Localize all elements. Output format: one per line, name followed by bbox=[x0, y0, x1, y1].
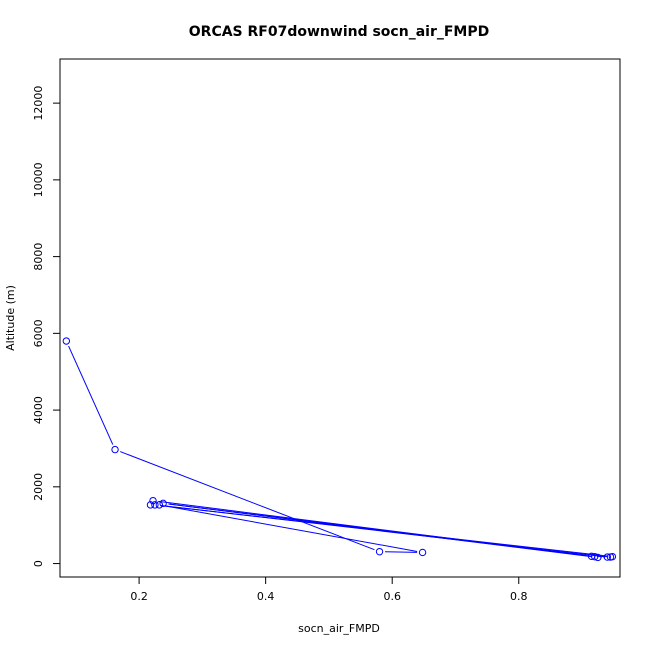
data-point bbox=[418, 548, 427, 557]
y-tick-label: 10000 bbox=[32, 162, 45, 197]
chart-title: ORCAS RF07downwind socn_air_FMPD bbox=[189, 24, 489, 40]
data-point bbox=[594, 553, 602, 562]
x-tick-label: 0.4 bbox=[257, 590, 275, 603]
data-point bbox=[603, 553, 612, 561]
data-point bbox=[606, 553, 615, 561]
y-tick-label: 6000 bbox=[32, 319, 45, 347]
data-point bbox=[590, 552, 599, 561]
series-line-segment bbox=[164, 505, 418, 552]
y-axis-label: Altitude (m) bbox=[4, 285, 17, 351]
series-line-segment bbox=[385, 551, 418, 553]
y-axis: 0 2000 4000 6000 8000 10000 12000 bbox=[32, 86, 61, 567]
data-point bbox=[149, 496, 157, 505]
data-point bbox=[146, 501, 155, 509]
y-tick-label: 2000 bbox=[32, 473, 45, 501]
y-tick-label: 8000 bbox=[32, 243, 45, 271]
plot-frame bbox=[59, 58, 621, 578]
series-line-segment bbox=[120, 451, 375, 551]
data-point bbox=[111, 445, 119, 454]
x-tick-label: 0.8 bbox=[510, 590, 528, 603]
series-layer bbox=[62, 337, 617, 562]
series-line-segment bbox=[168, 503, 593, 558]
y-tick-label: 0 bbox=[32, 560, 45, 567]
data-point bbox=[151, 501, 159, 509]
data-point bbox=[375, 547, 384, 556]
series-line-segment bbox=[68, 345, 114, 445]
x-axis: 0.2 0.4 0.6 0.8 bbox=[130, 576, 528, 603]
data-point bbox=[159, 499, 167, 508]
data-point bbox=[62, 337, 71, 345]
x-tick-label: 0.6 bbox=[383, 590, 401, 603]
x-tick-label: 0.2 bbox=[130, 590, 148, 603]
data-point bbox=[155, 501, 164, 509]
y-tick-label: 12000 bbox=[32, 86, 45, 121]
y-tick-label: 4000 bbox=[32, 396, 45, 424]
x-axis-label: socn_air_FMPD bbox=[298, 622, 380, 635]
